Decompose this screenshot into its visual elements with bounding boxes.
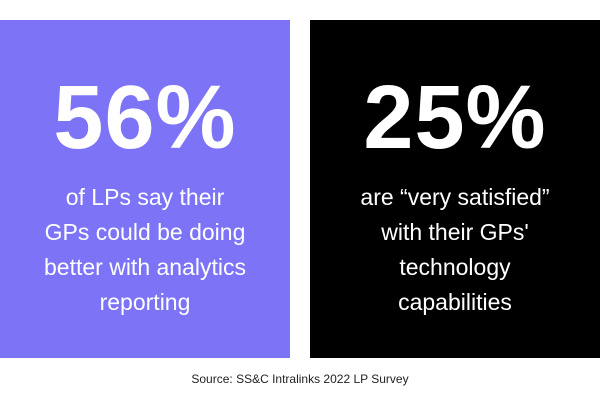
stat-description-line: are “very satisfied”	[360, 184, 550, 210]
stat-description-line: GPs could be doing	[44, 219, 246, 245]
stat-description: of LPs say their GPs could be doing bett…	[10, 180, 280, 320]
stat-description-line: reporting	[99, 289, 191, 315]
stat-value: 25%	[363, 68, 547, 168]
stat-description-line: capabilities	[398, 289, 512, 315]
source-note: Source: SS&C Intralinks 2022 LP Survey	[191, 372, 409, 386]
stat-value: 56%	[53, 68, 237, 168]
stat-description-line: with their GPs'	[381, 219, 529, 245]
stat-panel-very-satisfied: 25% are “very satisfied” with their GPs'…	[310, 20, 600, 358]
stat-description-line: better with analytics	[44, 254, 246, 280]
stat-description-line: of LPs say their	[65, 184, 225, 210]
stat-panel-lps-analytics: 56% of LPs say their GPs could be doing …	[0, 20, 290, 358]
stat-description: are “very satisfied” with their GPs' tec…	[320, 180, 590, 320]
stat-description-line: technology	[399, 254, 511, 280]
